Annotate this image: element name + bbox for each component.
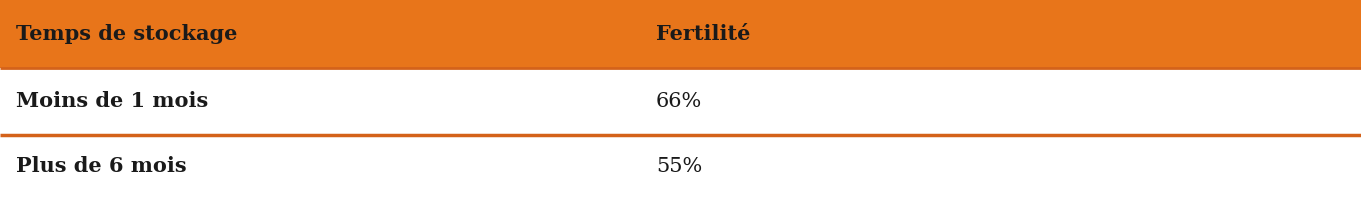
Text: 66%: 66%: [656, 92, 702, 111]
Text: Temps de stockage: Temps de stockage: [16, 24, 238, 44]
Text: Moins de 1 mois: Moins de 1 mois: [16, 91, 208, 111]
Bar: [0, 68, 1361, 135]
Text: Plus de 6 mois: Plus de 6 mois: [16, 156, 186, 176]
Text: 55%: 55%: [656, 157, 702, 176]
Text: Fertilité: Fertilité: [656, 24, 750, 44]
Bar: [0, 0, 1361, 68]
Bar: [0, 135, 1361, 198]
